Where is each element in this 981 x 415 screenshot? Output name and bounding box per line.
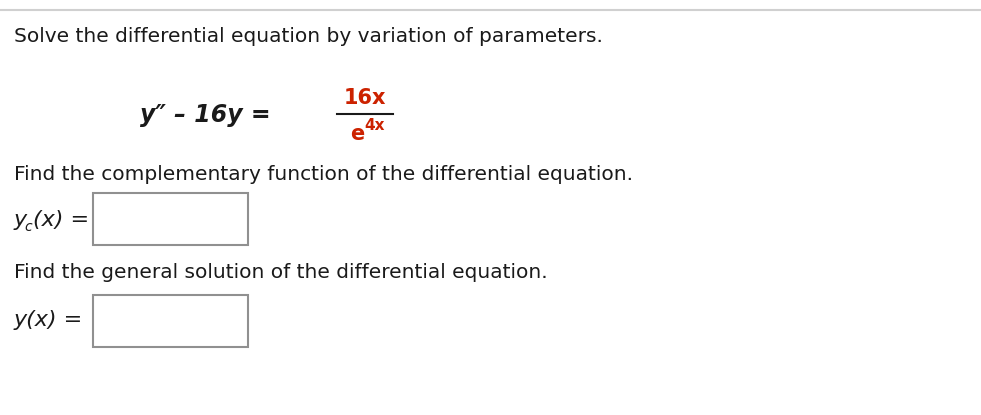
Text: (x) =: (x) =	[33, 210, 89, 230]
Text: 4x: 4x	[365, 119, 386, 134]
Text: e: e	[350, 124, 364, 144]
Text: y″ – 16y =: y″ – 16y =	[140, 103, 279, 127]
Text: Solve the differential equation by variation of parameters.: Solve the differential equation by varia…	[14, 27, 603, 46]
Text: Find the complementary function of the differential equation.: Find the complementary function of the d…	[14, 165, 633, 184]
Text: y: y	[14, 210, 27, 230]
Text: 16x: 16x	[343, 88, 387, 108]
Bar	[93, 295, 248, 347]
Text: c: c	[24, 220, 31, 234]
Bar	[93, 193, 248, 245]
Text: y(x) =: y(x) =	[14, 310, 83, 330]
Text: Find the general solution of the differential equation.: Find the general solution of the differe…	[14, 263, 547, 282]
